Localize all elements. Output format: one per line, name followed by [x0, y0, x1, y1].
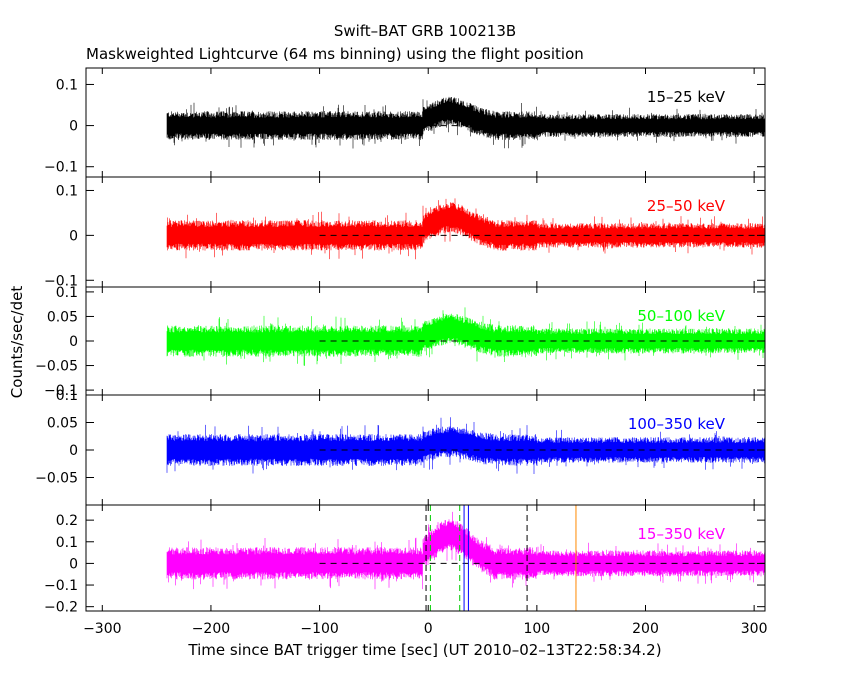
y-tick-label-1-0: −0.1	[44, 160, 78, 176]
y-tick-label-4-1: 0	[69, 443, 78, 459]
y-tick-label-1-2: 0.1	[56, 77, 78, 93]
y-axis-label: Counts/sec/det	[8, 286, 26, 399]
y-tick-label-5-4: 0.2	[56, 513, 78, 529]
y-tick-label-3-2: 0	[69, 334, 78, 350]
x-tick-label-1: −200	[192, 621, 230, 637]
panels-group: 15–25 keV−0.100.125–50 keV−0.100.150–100…	[35, 67, 768, 637]
x-tick-label-4: 100	[523, 621, 550, 637]
panel-frame-5	[85, 504, 766, 612]
y-tick-label-4-2: 0.05	[47, 416, 78, 432]
x-tick-label-3: 0	[424, 621, 433, 637]
panel-3: 50–100 keV −0.1 −0.05 0 0.05 0.1	[35, 285, 766, 399]
chart-subtitle: Maskweighted Lightcurve (64 ms binning) …	[86, 45, 584, 63]
y-tick-label-5-1: −0.1	[44, 578, 78, 594]
panel-2: 25–50 keV −0.1 0 0.1	[44, 176, 766, 289]
y-tick-label-5-2: 0	[69, 556, 78, 572]
x-tick-label-5: 200	[632, 621, 659, 637]
y-tick-label-4-0: −0.05	[35, 471, 78, 487]
y-tick-label-4-3: 0.1	[56, 388, 78, 404]
chart-title: Swift–BAT GRB 100213B	[334, 22, 516, 40]
x-tick-label-2: −100	[300, 621, 338, 637]
panel-4: 100–350 keV −0.05 0 0.05 0.1	[35, 388, 766, 506]
y-tick-label-5-3: 0.1	[56, 535, 78, 551]
y-tick-label-5-0: −0.2	[44, 600, 78, 616]
y-tick-label-2-0: −0.1	[44, 273, 78, 289]
band-label-4: 100–350 keV	[628, 415, 726, 433]
series-4-trace	[166, 417, 766, 474]
band-label-1: 15–25 keV	[647, 88, 726, 106]
x-tick-label-6: 300	[741, 621, 768, 637]
panel-1: 15–25 keV −0.1 0 0.1	[44, 67, 766, 178]
y-tick-label-2-1: 0	[69, 228, 78, 244]
y-tick-label-3-1: −0.05	[35, 359, 78, 375]
y-tick-label-2-2: 0.1	[56, 183, 78, 199]
y-tick-label-3-3: 0.05	[47, 309, 78, 325]
band-label-3: 50–100 keV	[637, 307, 725, 325]
band-label-5: 15–350 keV	[637, 525, 725, 543]
y-tick-label-1-1: 0	[69, 119, 78, 135]
x-axis-label: Time since BAT trigger time [sec] (UT 20…	[187, 641, 661, 659]
panel-5: 15–350 keV −0.2 −0.1 0 0.1 0.2	[44, 504, 766, 616]
series-5-trace	[166, 511, 766, 590]
y-tick-label-3-4: 0.1	[56, 285, 78, 301]
band-label-2: 25–50 keV	[647, 197, 726, 215]
y-tick-label-3-0: −0.1	[44, 383, 78, 399]
x-tick-label-0: −300	[83, 621, 121, 637]
series-1-trace	[166, 96, 766, 149]
